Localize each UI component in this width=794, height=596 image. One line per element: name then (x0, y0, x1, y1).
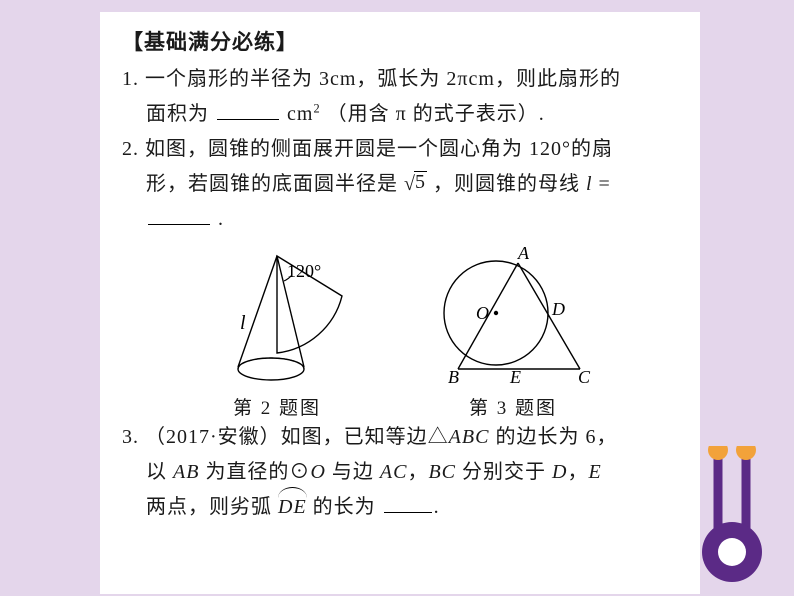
label-O: O (476, 303, 489, 323)
label-B: B (448, 367, 459, 387)
label-D: D (551, 299, 565, 319)
problem-text-line2: 形，若圆锥的底面圆半径是 √5 ，则圆锥的母线 l = (122, 173, 611, 195)
circle-triangle-diagram: O A B C D E (418, 241, 608, 391)
problem-1: 1. 一个扇形的半径为 3cm，弧长为 2πcm，则此扇形的 面积为 cm2 （… (122, 62, 678, 132)
decorative-icon (688, 446, 778, 586)
section-heading: 【基础满分必练】 (122, 26, 678, 56)
label-C: C (578, 367, 591, 387)
answer-blank (148, 206, 210, 225)
problem-2: 2. 如图，圆锥的侧面展开圆是一个圆心角为 120°的扇 形，若圆锥的底面圆半径… (122, 132, 678, 237)
worksheet-page: 【基础满分必练】 1. 一个扇形的半径为 3cm，弧长为 2πcm，则此扇形的 … (100, 12, 700, 594)
problem-number: 2. (122, 138, 139, 160)
figure-row: 120° l 第 2 题图 O A (122, 241, 678, 420)
problem-number: 1. (122, 68, 139, 90)
label-E: E (509, 367, 521, 387)
problem-text-line3: 两点，则劣弧 DE 的长为 . (122, 496, 440, 518)
problem-text: 一个扇形的半径为 3cm，弧长为 2πcm，则此扇形的 (145, 68, 621, 90)
sqrt-expr: √5 (404, 173, 427, 194)
problem-3: 3. （2017·安徽）如图，已知等边△ABC 的边长为 6， 以 AB 为直径… (122, 420, 678, 525)
problem-text-line3: . (122, 208, 224, 230)
problem-text: 如图，圆锥的侧面展开圆是一个圆心角为 120°的扇 (145, 138, 613, 160)
problem-text-line2: 面积为 cm2 （用含 π 的式子表示）. (122, 103, 545, 125)
figure-2: 120° l 第 2 题图 (192, 241, 362, 420)
answer-blank (384, 494, 432, 513)
slant-label: l (240, 312, 246, 334)
figure-caption: 第 2 题图 (233, 393, 321, 420)
problem-text-line2: 以 AB 为直径的⊙O 与边 AC，BC 分别交于 D，E (122, 461, 602, 483)
cone-diagram: 120° l (192, 241, 362, 391)
figure-3: O A B C D E 第 3 题图 (418, 241, 608, 420)
figure-caption: 第 3 题图 (469, 393, 557, 420)
label-A: A (517, 243, 530, 263)
problem-source: （2017·安徽） (145, 426, 281, 448)
answer-blank (217, 101, 279, 120)
angle-label: 120° (287, 261, 321, 281)
problem-number: 3. (122, 426, 139, 448)
